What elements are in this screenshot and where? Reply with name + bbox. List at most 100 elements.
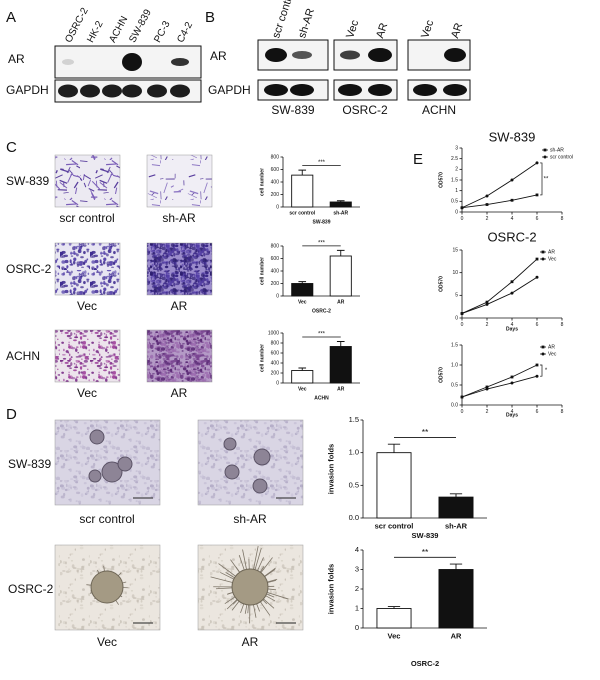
row-label: GAPDH <box>208 83 251 97</box>
x-axis-label: SW-839 <box>412 531 439 540</box>
error-bar <box>387 443 401 453</box>
spheroid <box>88 469 102 483</box>
marker <box>460 311 464 315</box>
bar <box>329 346 352 384</box>
image-caption: sh-AR <box>162 211 196 225</box>
marker <box>485 194 489 198</box>
bar <box>291 370 314 384</box>
x-tick-label: 4 <box>511 409 514 415</box>
legend-label: Vec <box>548 256 557 262</box>
y-tick-label: 2.5 <box>451 156 458 162</box>
y-tick-label: 1.0 <box>349 448 359 457</box>
spheroid <box>101 461 123 483</box>
x-tick-label: scr control <box>375 521 414 530</box>
error-bar <box>298 281 307 284</box>
band <box>290 84 314 96</box>
y-tick-label: 400 <box>271 179 280 185</box>
legend-label: scr control <box>550 154 573 160</box>
significance-bracket <box>540 364 543 377</box>
x-tick-label: Vec <box>298 386 307 392</box>
series-line <box>461 276 538 314</box>
y-tick-label: 1.0 <box>451 362 458 368</box>
y-axis-label: invasion folds <box>326 564 335 614</box>
significance: ** <box>544 177 549 183</box>
marker <box>535 257 539 261</box>
y-tick-label: 0.0 <box>349 513 359 522</box>
lane-label: AR <box>374 22 390 40</box>
lane-label: Vec <box>344 18 361 40</box>
marker <box>485 300 489 304</box>
x-axis-label: OSRC-2 <box>411 659 439 668</box>
band <box>62 59 74 65</box>
y-tick-label: 0 <box>276 293 279 299</box>
image-caption: sh-AR <box>233 512 267 526</box>
legend-label: AR <box>548 249 555 255</box>
image-caption: AR <box>171 299 188 313</box>
y-tick-label: 1 <box>455 188 458 194</box>
y-tick-label: 800 <box>271 243 280 249</box>
micrograph <box>54 154 121 208</box>
band <box>368 84 392 96</box>
y-axis-label: cell number <box>259 168 265 196</box>
error-bar <box>387 606 401 609</box>
chart-title: OSRC-2 <box>487 229 536 244</box>
group-label: OSRC-2 <box>342 103 388 117</box>
marker <box>460 395 464 399</box>
marker <box>535 161 539 165</box>
x-axis-label: SW-839 <box>313 219 331 225</box>
row-label: OSRC-2 <box>6 262 52 276</box>
y-tick-label: 600 <box>271 256 280 262</box>
band <box>171 58 189 66</box>
x-tick-label: AR <box>337 386 345 392</box>
micrograph <box>54 242 121 296</box>
legend-marker <box>541 345 545 349</box>
marker <box>535 363 539 367</box>
panel-letter: B <box>205 9 215 26</box>
series-line <box>461 194 538 209</box>
lane-label: SW-839 <box>127 7 154 44</box>
y-tick-label: 1.5 <box>451 342 458 348</box>
y-tick-label: 0.5 <box>451 382 458 388</box>
bar <box>291 174 314 208</box>
x-tick-label: sh-AR <box>445 521 468 530</box>
x-tick-label: 6 <box>536 216 539 222</box>
legend-marker <box>543 148 547 152</box>
y-tick-label: 10 <box>452 270 458 276</box>
panel-letter: E <box>413 151 423 168</box>
bar <box>291 283 314 297</box>
x-tick-label: 8 <box>561 322 564 328</box>
bar <box>329 201 352 208</box>
error-bar <box>336 200 345 202</box>
error-bar <box>336 341 345 347</box>
y-tick-label: 0 <box>276 380 279 386</box>
significance: ** <box>422 427 429 437</box>
lane-label: PC-3 <box>152 19 173 45</box>
x-axis-label: Days <box>506 326 518 332</box>
band <box>170 84 190 98</box>
x-tick-label: 6 <box>536 409 539 415</box>
marker <box>485 387 489 391</box>
y-tick-label: 0.5 <box>349 480 359 489</box>
y-axis-label: OD570 <box>438 172 444 188</box>
y-tick-label: 2 <box>355 584 359 593</box>
panel-letter: D <box>6 406 17 423</box>
y-tick-label: 200 <box>271 281 280 287</box>
y-axis-label: cell number <box>259 344 265 372</box>
y-tick-label: 400 <box>271 268 280 274</box>
marker <box>535 374 539 378</box>
y-tick-label: 200 <box>271 370 280 376</box>
y-tick-label: 15 <box>452 247 458 253</box>
y-tick-label: 0 <box>455 209 458 215</box>
row-label: AR <box>210 49 227 63</box>
significance: * <box>545 368 548 374</box>
x-tick-label: 8 <box>561 409 564 415</box>
x-tick-label: Vec <box>298 299 307 305</box>
y-tick-label: 200 <box>271 192 280 198</box>
error-bar <box>298 367 307 371</box>
x-tick-label: 8 <box>561 216 564 222</box>
micrograph <box>197 419 304 506</box>
y-tick-label: 3 <box>455 145 458 151</box>
x-tick-label: 4 <box>511 216 514 222</box>
marker <box>485 302 489 306</box>
